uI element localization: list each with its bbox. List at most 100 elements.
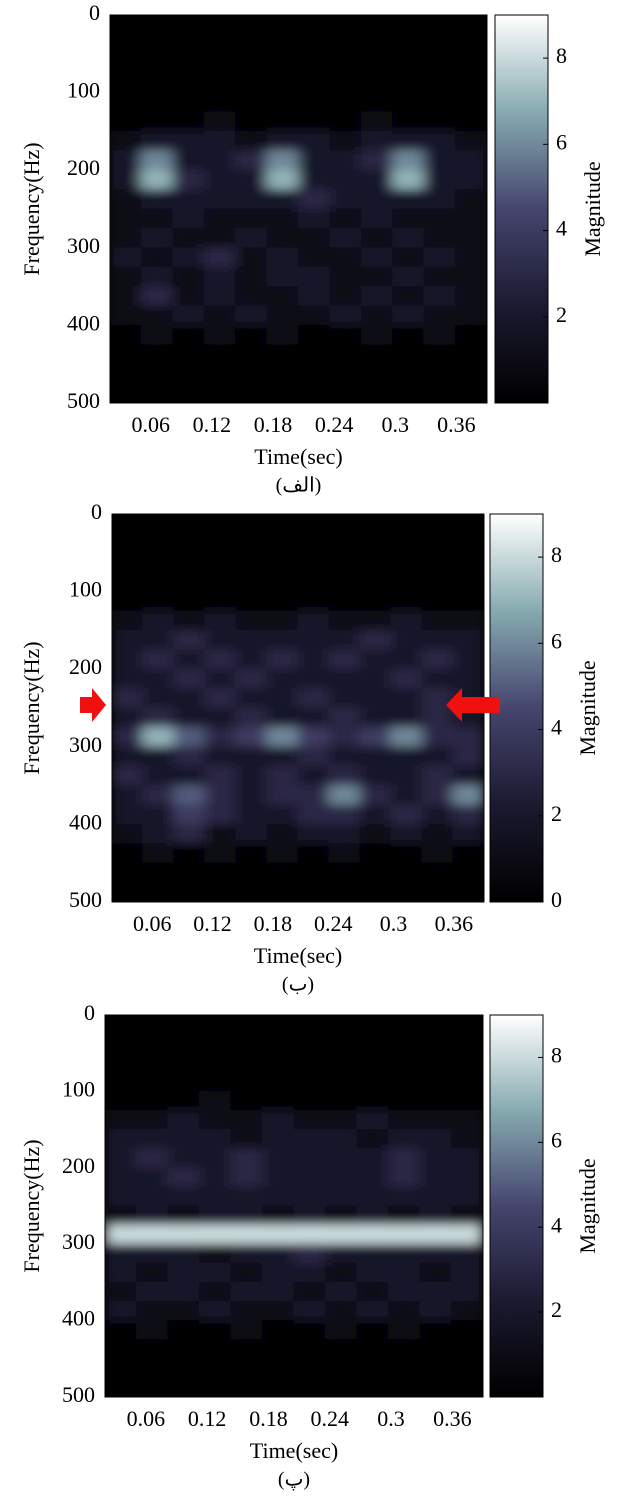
heatmap-cell [451, 1052, 483, 1073]
heatmap-cell [360, 324, 394, 346]
x-tick-label: 0.3 [382, 412, 410, 437]
heatmap-cell [262, 1320, 295, 1341]
heatmap-cell [390, 746, 423, 767]
heatmap-cell [235, 227, 268, 249]
heatmap-cell [452, 514, 484, 534]
heatmap-cell [328, 532, 361, 554]
heatmap-cell [110, 111, 142, 132]
heatmap-cell [392, 111, 425, 132]
heatmap-cell [140, 344, 174, 365]
heatmap-cell [266, 286, 299, 307]
heatmap-cell [419, 1148, 452, 1169]
heatmap-cell [329, 92, 362, 113]
heatmap-cell [328, 823, 361, 845]
heatmap-cell [452, 785, 484, 806]
heatmap-cell [419, 1205, 452, 1226]
heatmap-cell [297, 514, 330, 534]
x-axis-label: Time(sec) [250, 1438, 338, 1463]
heatmap-cell [203, 383, 237, 403]
heatmap-cell [172, 189, 205, 210]
heatmap-cell [105, 1052, 137, 1073]
heatmap-cell [421, 804, 454, 825]
heatmap-cell [325, 1205, 358, 1226]
caption: (ب) [282, 974, 314, 996]
heatmap-cell [423, 53, 457, 74]
heatmap-cell [325, 1186, 358, 1207]
heatmap-cell [235, 532, 268, 554]
heatmap-cell [105, 1339, 137, 1360]
heatmap-cell [110, 208, 142, 229]
heatmap-cell [390, 552, 423, 573]
x-tick-label: 0.06 [127, 1406, 166, 1431]
heatmap-cell [262, 1052, 295, 1073]
heatmap-cell [105, 1090, 137, 1111]
heatmap-cell [105, 1224, 137, 1245]
heatmap-cell [235, 344, 268, 365]
heatmap-cell [105, 1148, 137, 1169]
heatmap-cell [329, 247, 362, 268]
heatmap-cell [451, 1033, 483, 1054]
heatmap-cell [388, 1358, 421, 1379]
heatmap-cell [167, 1015, 200, 1035]
heatmap-cell [266, 53, 299, 74]
x-tick-label: 0.06 [133, 911, 172, 936]
heatmap-cell [172, 169, 205, 191]
heatmap-cell [235, 169, 268, 191]
heatmap-cell [325, 1110, 358, 1131]
heatmap-cell [455, 130, 487, 152]
heatmap-cell [388, 1129, 421, 1150]
heatmap-cell [392, 344, 425, 365]
heatmap-cell [173, 726, 206, 748]
heatmap-cell [230, 1339, 263, 1360]
heatmap-cell [203, 130, 237, 152]
heatmap-cell [359, 726, 392, 748]
heatmap-cell [359, 629, 392, 651]
heatmap-cell [297, 610, 330, 631]
heatmap-cell [266, 571, 299, 593]
heatmap-cell [140, 150, 174, 171]
heatmap-cell [325, 1033, 358, 1054]
heatmap-cell [204, 688, 237, 709]
y-tick-label: 100 [69, 577, 102, 602]
heatmap-cell [293, 1320, 326, 1341]
heatmap-cell [451, 1377, 483, 1397]
y-axis-label: Frequency(Hz) [19, 1139, 44, 1272]
heatmap-cell [235, 746, 268, 767]
heatmap-cell [167, 1090, 200, 1111]
heatmap-cell [204, 571, 237, 593]
heatmap-cell [328, 765, 361, 787]
heatmap-cell [392, 150, 425, 171]
heatmap-cell [142, 514, 175, 534]
heatmap-cell [392, 72, 425, 94]
heatmap-cell [262, 1358, 295, 1379]
heatmap-cell [390, 629, 423, 651]
heatmap-cell [329, 33, 362, 55]
heatmap-cells [110, 15, 487, 403]
heatmap-cell [266, 111, 299, 132]
heatmap-cell [392, 208, 425, 229]
heatmap-cell [266, 591, 299, 612]
heatmap-cell [328, 591, 361, 612]
heatmap-cell [203, 227, 237, 249]
heatmap-cell [140, 286, 174, 307]
heatmap-cell [356, 1281, 389, 1302]
heatmap-cell [419, 1129, 452, 1150]
heatmap-cell [390, 862, 423, 884]
heatmap-cell [172, 305, 205, 326]
heatmap-cell [142, 746, 175, 767]
heatmap-cell [328, 649, 361, 670]
heatmap-cell [142, 610, 175, 631]
heatmap-cell [235, 514, 268, 534]
heatmap-cell [421, 843, 454, 864]
heatmap-cell [173, 785, 206, 806]
heatmap-cell [297, 532, 330, 554]
heatmap-cell [105, 1301, 137, 1322]
heatmap-cell [329, 53, 362, 74]
heatmap-cell [199, 1110, 232, 1131]
heatmap-cell [266, 383, 299, 403]
heatmap-cell [110, 286, 142, 307]
y-tick-label: 300 [67, 233, 100, 258]
heatmap-cell [262, 1167, 295, 1188]
heatmap-cell [203, 15, 237, 35]
heatmap-cell [452, 610, 484, 631]
